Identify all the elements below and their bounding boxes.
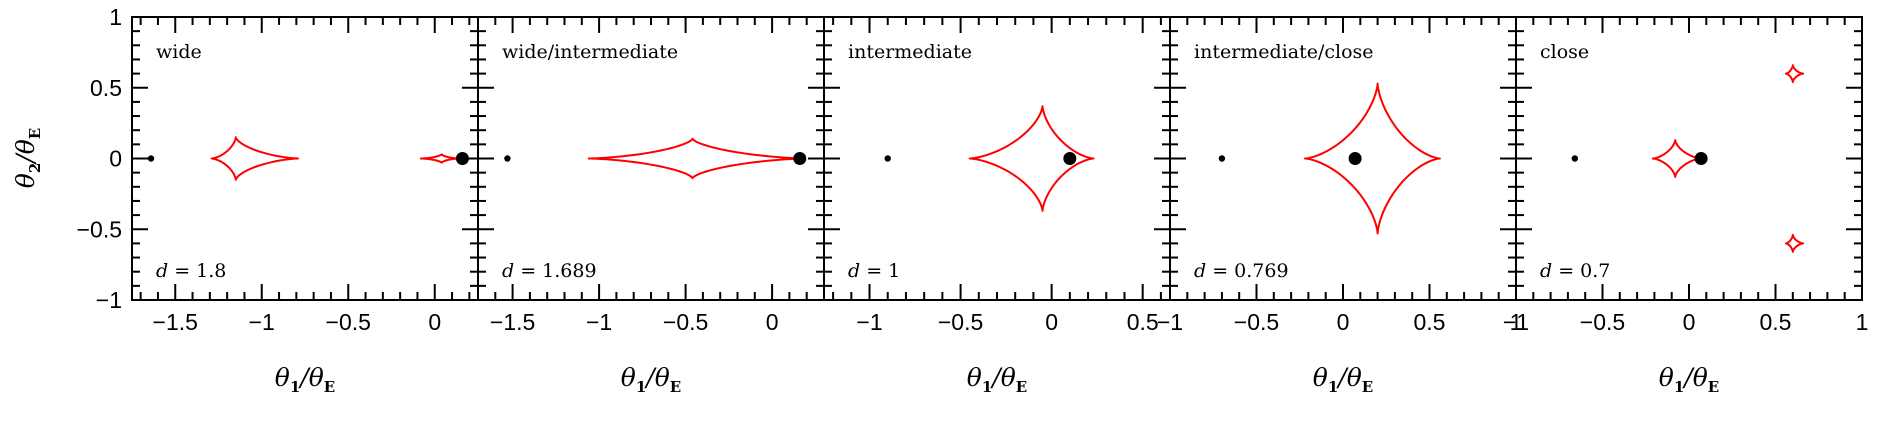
x-tick-label: −1.5 <box>490 309 535 335</box>
y-tick-label: −1 <box>96 287 122 313</box>
x-tick-label: 0.5 <box>1127 309 1159 335</box>
x-tick-label: −1 <box>856 309 882 335</box>
caustic-curve <box>968 105 1095 212</box>
caustic-curve <box>419 153 460 164</box>
x-axis-title: θ1/θE <box>275 363 335 396</box>
param-label: d = 0.769 <box>1194 260 1289 282</box>
x-tick-label: −1 <box>1503 309 1529 335</box>
y-tick-label: 0 <box>109 146 122 172</box>
x-tick-label: 0.5 <box>1760 309 1792 335</box>
x-axis-title: θ1/θE <box>621 363 681 396</box>
primary-lens-point <box>1694 152 1708 165</box>
panel-3: −1 −0.5 0 0.5 intermediate d = 1 θ1/θE <box>823 16 1171 396</box>
x-tick-label: −0.5 <box>326 309 371 335</box>
x-axis-title: θ1/θE <box>1659 363 1719 396</box>
param-label: d = 1.8 <box>156 260 226 282</box>
primary-lens-point <box>793 152 807 165</box>
x-tick-label: −1 <box>249 309 275 335</box>
param-label: d = 0.7 <box>1540 260 1610 282</box>
x-tick-label: 0 <box>1045 309 1058 335</box>
x-tick-label: 0 <box>1683 309 1696 335</box>
panel-1: −1.5 −1 −0.5 0 −1 −0.5 0 0.5 1 wide d = 1.8 θ1/θE <box>77 4 479 396</box>
x-tick-label: 0.5 <box>1414 309 1446 335</box>
x-tick-label: −0.5 <box>1580 309 1625 335</box>
secondary-lens-point <box>1218 155 1226 162</box>
panel-label: close <box>1540 41 1589 63</box>
x-axis-title: θ1/θE <box>1313 363 1373 396</box>
param-label: d = 1 <box>848 260 900 282</box>
x-tick-label: −1.5 <box>153 309 198 335</box>
caustic-curve <box>1303 82 1441 235</box>
x-tick-label: 0 <box>766 309 779 335</box>
x-tick-label: −0.5 <box>938 309 983 335</box>
param-label: d = 1.689 <box>502 260 597 282</box>
caustic-curve <box>1651 139 1703 178</box>
caustic-curve <box>587 137 806 180</box>
caustic-curve <box>210 136 300 181</box>
panel-5: −1 −0.5 0 0.5 1 close d = 0.7 θ1/θE <box>1503 16 1869 396</box>
x-tick-label: 0 <box>428 309 441 335</box>
x-tick-label: −0.5 <box>1234 309 1279 335</box>
primary-lens-point <box>455 152 469 165</box>
y-tick-label: 1 <box>109 4 122 30</box>
x-tick-label: −0.5 <box>663 309 708 335</box>
x-tick-label: 0 <box>1337 309 1350 335</box>
panel-4: −1 −0.5 0 0.5 1 intermediate/close d = 0.769 θ1… <box>1157 16 1523 396</box>
primary-lens-point <box>1348 152 1362 165</box>
primary-lens-point <box>1063 152 1077 165</box>
panel-label: intermediate/close <box>1194 41 1374 63</box>
x-tick-label: 1 <box>1856 309 1869 335</box>
panel-2: −1.5 −1 −0.5 0 wide/intermediate d = 1.689 θ1/… <box>477 16 825 396</box>
panel-label: wide/intermediate <box>502 41 678 63</box>
x-tick-label: 1 <box>1510 309 1523 335</box>
secondary-lens-point <box>1571 155 1579 162</box>
x-tick-label: −1 <box>1157 309 1183 335</box>
y-axis-title: θ2/θE <box>11 128 44 188</box>
x-axis-title: θ1/θE <box>967 363 1027 396</box>
x-tick-label: −1 <box>586 309 612 335</box>
panel-label: wide <box>156 41 202 63</box>
secondary-lens-point <box>884 155 891 162</box>
panel-label: intermediate <box>848 41 972 63</box>
caustic-curve <box>1784 64 1805 84</box>
y-tick-label: −0.5 <box>77 216 122 242</box>
caustic-curve <box>1784 233 1805 253</box>
secondary-lens-point <box>147 155 155 162</box>
y-tick-label: 0.5 <box>90 75 122 101</box>
secondary-lens-point <box>504 155 511 162</box>
